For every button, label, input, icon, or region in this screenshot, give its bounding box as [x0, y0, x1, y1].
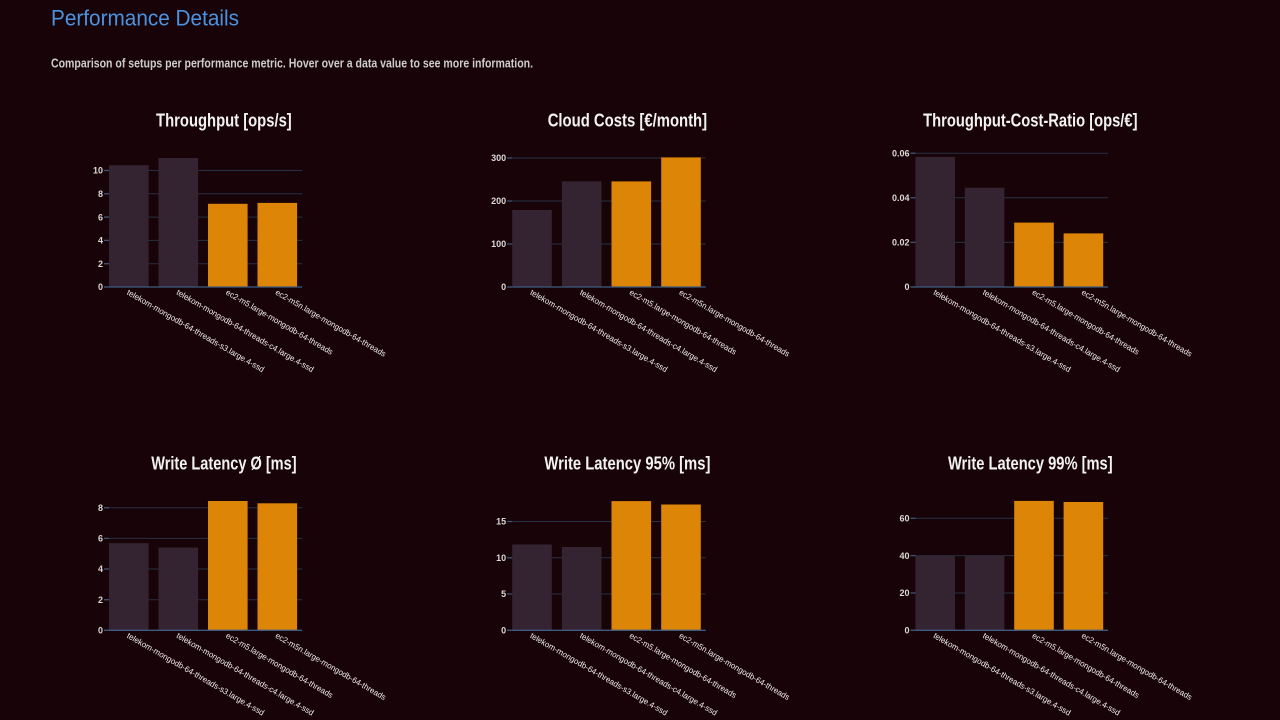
svg-text:8: 8	[98, 503, 103, 513]
svg-text:200: 200	[491, 196, 506, 206]
svg-text:300: 300	[491, 153, 506, 163]
svg-text:0: 0	[904, 282, 909, 292]
svg-text:2: 2	[98, 595, 103, 605]
svg-text:10: 10	[496, 553, 506, 563]
svg-text:2: 2	[98, 259, 103, 269]
svg-text:15: 15	[496, 517, 506, 527]
svg-text:Comparison of setups per perfo: Comparison of setups per performance met…	[51, 57, 533, 71]
svg-text:Throughput-Cost-Ratio [ops/€]: Throughput-Cost-Ratio [ops/€]	[923, 110, 1137, 130]
svg-text:0: 0	[904, 626, 909, 636]
svg-text:40: 40	[899, 551, 909, 561]
svg-text:4: 4	[98, 564, 103, 574]
svg-text:5: 5	[501, 589, 506, 599]
svg-text:0: 0	[501, 282, 506, 292]
svg-text:0.02: 0.02	[892, 238, 910, 248]
svg-text:8: 8	[98, 189, 103, 199]
svg-text:20: 20	[899, 588, 909, 598]
svg-text:6: 6	[98, 212, 103, 222]
svg-text:Write Latency Ø [ms]: Write Latency Ø [ms]	[151, 454, 296, 474]
svg-text:Throughput [ops/s]: Throughput [ops/s]	[156, 110, 292, 130]
svg-text:0.04: 0.04	[892, 193, 910, 203]
svg-text:10: 10	[93, 166, 103, 176]
svg-text:0: 0	[98, 282, 103, 292]
svg-text:Write Latency 99% [ms]: Write Latency 99% [ms]	[948, 454, 1113, 474]
svg-text:6: 6	[98, 534, 103, 544]
svg-text:Cloud Costs [€/month]: Cloud Costs [€/month]	[548, 110, 707, 130]
svg-text:100: 100	[491, 239, 506, 249]
svg-text:Write Latency 95% [ms]: Write Latency 95% [ms]	[544, 454, 710, 474]
svg-text:60: 60	[899, 514, 909, 524]
svg-text:0: 0	[98, 626, 103, 636]
svg-text:0: 0	[501, 626, 506, 636]
svg-text:4: 4	[98, 236, 103, 246]
svg-text:0.06: 0.06	[892, 148, 910, 158]
svg-text:Performance Details: Performance Details	[51, 6, 239, 31]
